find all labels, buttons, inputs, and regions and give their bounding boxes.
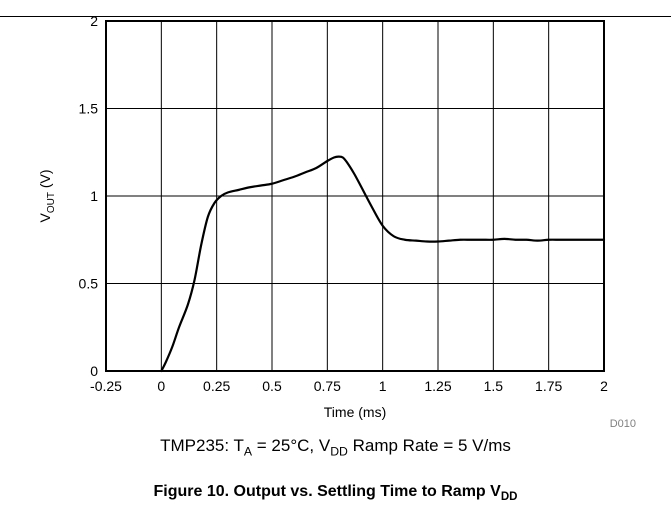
y-tick-label: 1 xyxy=(90,188,98,204)
y-tick-label: 2 xyxy=(90,13,98,29)
conditions-ta-sub: A xyxy=(243,444,253,459)
x-tick-label: 1.5 xyxy=(484,378,504,394)
y-axis-label-main: V xyxy=(37,213,53,223)
x-tick-label: -0.25 xyxy=(90,378,122,394)
x-tick-label: 2 xyxy=(600,378,608,394)
y-tick-label: 0.5 xyxy=(79,276,99,292)
series-line-0 xyxy=(160,155,606,373)
x-tick-label: 0.25 xyxy=(203,378,230,394)
conditions-middle: = 25°C, V xyxy=(252,436,331,455)
caption-prefix: Figure 10. Output vs. Settling Time to R… xyxy=(153,483,501,500)
plot-frame xyxy=(105,20,605,372)
x-tick-label: 0 xyxy=(157,378,165,394)
top-rule xyxy=(0,16,671,17)
x-tick-label: 0.5 xyxy=(262,378,282,394)
x-tick-label: 1.25 xyxy=(424,378,451,394)
y-axis-label-rest: (V) xyxy=(37,169,53,192)
y-tick-label: 1.5 xyxy=(79,101,99,117)
y-axis-label-sub: OUT xyxy=(46,192,57,213)
caption-sub: DD xyxy=(500,491,518,504)
y-tick-labels: 0 0.5 1 1.5 2 xyxy=(79,13,99,379)
conditions-vdd-sub: DD xyxy=(330,444,348,459)
x-tick-labels: -0.25 0 0.25 0.5 0.75 1 1.25 1.5 1.75 2 xyxy=(90,378,608,394)
x-tick-label: 1 xyxy=(379,378,387,394)
conditions-suffix: Ramp Rate = 5 V/ms xyxy=(347,436,511,455)
series-group xyxy=(160,155,606,373)
conditions-prefix: TMP235: T xyxy=(160,436,244,455)
figure-caption: Figure 10. Output vs. Settling Time to R… xyxy=(0,483,671,504)
figure-code: D010 xyxy=(610,418,636,430)
y-axis-label: VOUT (V) xyxy=(37,169,57,222)
x-tick-label: 0.75 xyxy=(314,378,341,394)
x-axis-label: Time (ms) xyxy=(324,404,386,420)
x-tick-label: 1.75 xyxy=(535,378,562,394)
test-conditions: TMP235: TA = 25°C, VDD Ramp Rate = 5 V/m… xyxy=(0,436,671,459)
y-tick-label: 0 xyxy=(90,363,98,379)
grid xyxy=(105,20,605,372)
